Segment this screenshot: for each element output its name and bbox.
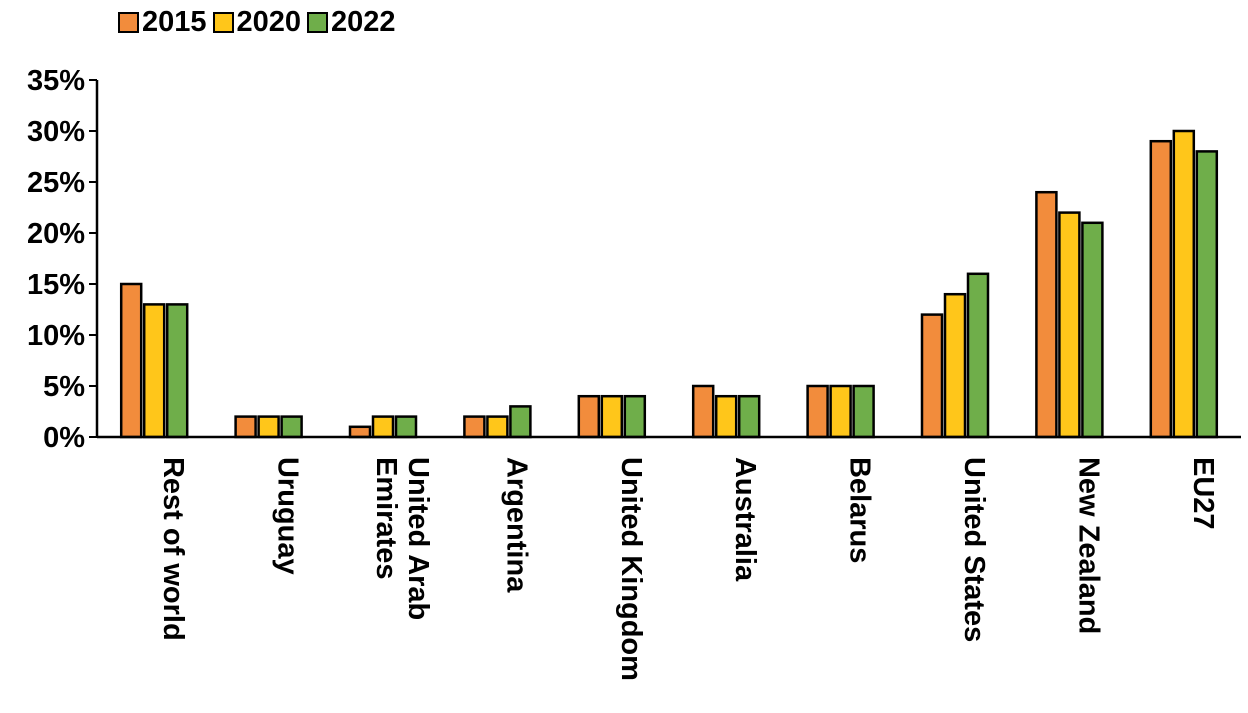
bar-eu27-2015: [1149, 139, 1173, 439]
bar-new-zealand-2015: [1035, 190, 1058, 439]
x-tick-label: Emirates: [370, 457, 402, 580]
bar-belarus-2015: [806, 384, 829, 439]
bar-argentina-2020: [486, 415, 509, 439]
bar-group-australia: [691, 384, 761, 439]
bar-uruguay-2020: [257, 415, 280, 439]
bar-rest-of-world-2015: [119, 282, 143, 439]
x-tick-label: Uruguay: [272, 457, 304, 575]
bar-group-new-zealand: [1035, 190, 1104, 439]
y-axis-ticks: 0% 5% 10% 15% 20% 25% 30% 35%: [27, 65, 97, 454]
legend-swatch-2015: [118, 11, 139, 33]
legend-item-2015: 2015: [118, 6, 207, 39]
bar-united-states-2022: [966, 272, 990, 439]
bar-united-states-2015: [920, 313, 944, 439]
bar-group-eu27: [1149, 129, 1219, 439]
bar-united-arab-emirates-2015: [348, 425, 372, 439]
y-tick-label: 10%: [27, 320, 85, 352]
y-tick-label: 30%: [27, 116, 85, 148]
legend-swatch-2020: [212, 11, 234, 33]
bar-united-kingdom-2022: [623, 394, 647, 439]
y-tick-label: 0%: [43, 422, 85, 454]
legend-item-2020: 2020: [212, 5, 302, 39]
bar-group-united-states: [920, 272, 990, 439]
bar-group-argentina: [463, 405, 532, 439]
legend-label-2020: 2020: [236, 5, 302, 38]
bar-eu27-2022: [1195, 150, 1219, 439]
bar-argentina-2015: [463, 415, 486, 439]
bar-united-states-2020: [943, 292, 967, 439]
y-tick-label: 35%: [27, 65, 85, 97]
bar-new-zealand-2020: [1058, 211, 1081, 439]
x-tick-label: Argentina: [500, 457, 532, 593]
bar-group-united-kingdom: [577, 394, 647, 439]
bar-united-arab-emirates-2020: [371, 415, 395, 439]
bar-united-arab-emirates-2022: [394, 415, 418, 439]
bar-rest-of-world-2020: [142, 303, 166, 439]
x-tick-label: United States: [958, 457, 990, 642]
y-tick-label: 15%: [27, 269, 85, 301]
bar-group-uruguay: [234, 415, 303, 439]
legend-label-2015: 2015: [142, 5, 207, 38]
bar-new-zealand-2022: [1081, 221, 1104, 439]
bar-eu27-2020: [1172, 129, 1196, 439]
bar-groups: [119, 129, 1219, 439]
legend-swatch-2022: [307, 11, 329, 33]
x-tick-label: Rest of world: [157, 457, 189, 641]
axes: [95, 80, 1241, 439]
y-tick-label: 25%: [27, 167, 85, 199]
bar-argentina-2022: [509, 405, 532, 439]
x-tick-label: New Zealand: [1072, 457, 1104, 634]
bar-belarus-2020: [829, 384, 852, 439]
bar-group-rest-of-world: [119, 282, 189, 439]
bar-belarus-2022: [852, 384, 875, 439]
x-tick-label: Belarus: [844, 457, 876, 563]
bar-uruguay-2022: [280, 415, 303, 439]
x-tick-label: EU27: [1187, 457, 1219, 530]
y-tick-label: 5%: [43, 371, 85, 403]
legend-item-2022: 2022: [307, 6, 396, 39]
bar-uruguay-2015: [234, 415, 257, 439]
bar-united-kingdom-2015: [577, 394, 601, 439]
x-tick-label: United Kingdom: [615, 457, 647, 681]
x-tick-label: United Arab: [402, 457, 434, 620]
x-tick-label: Australia: [729, 457, 761, 582]
bar-australia-2022: [737, 394, 761, 439]
chart-legend: 2015 2020 2022: [118, 4, 402, 40]
bar-group-belarus: [806, 384, 875, 439]
bar-rest-of-world-2022: [165, 303, 189, 439]
y-tick-label: 20%: [27, 218, 85, 250]
legend-label-2022: 2022: [331, 5, 396, 38]
bar-australia-2020: [714, 394, 738, 439]
bar-australia-2015: [691, 384, 715, 439]
bar-united-kingdom-2020: [600, 394, 624, 439]
bar-group-united-arab-emirates: [348, 415, 418, 439]
